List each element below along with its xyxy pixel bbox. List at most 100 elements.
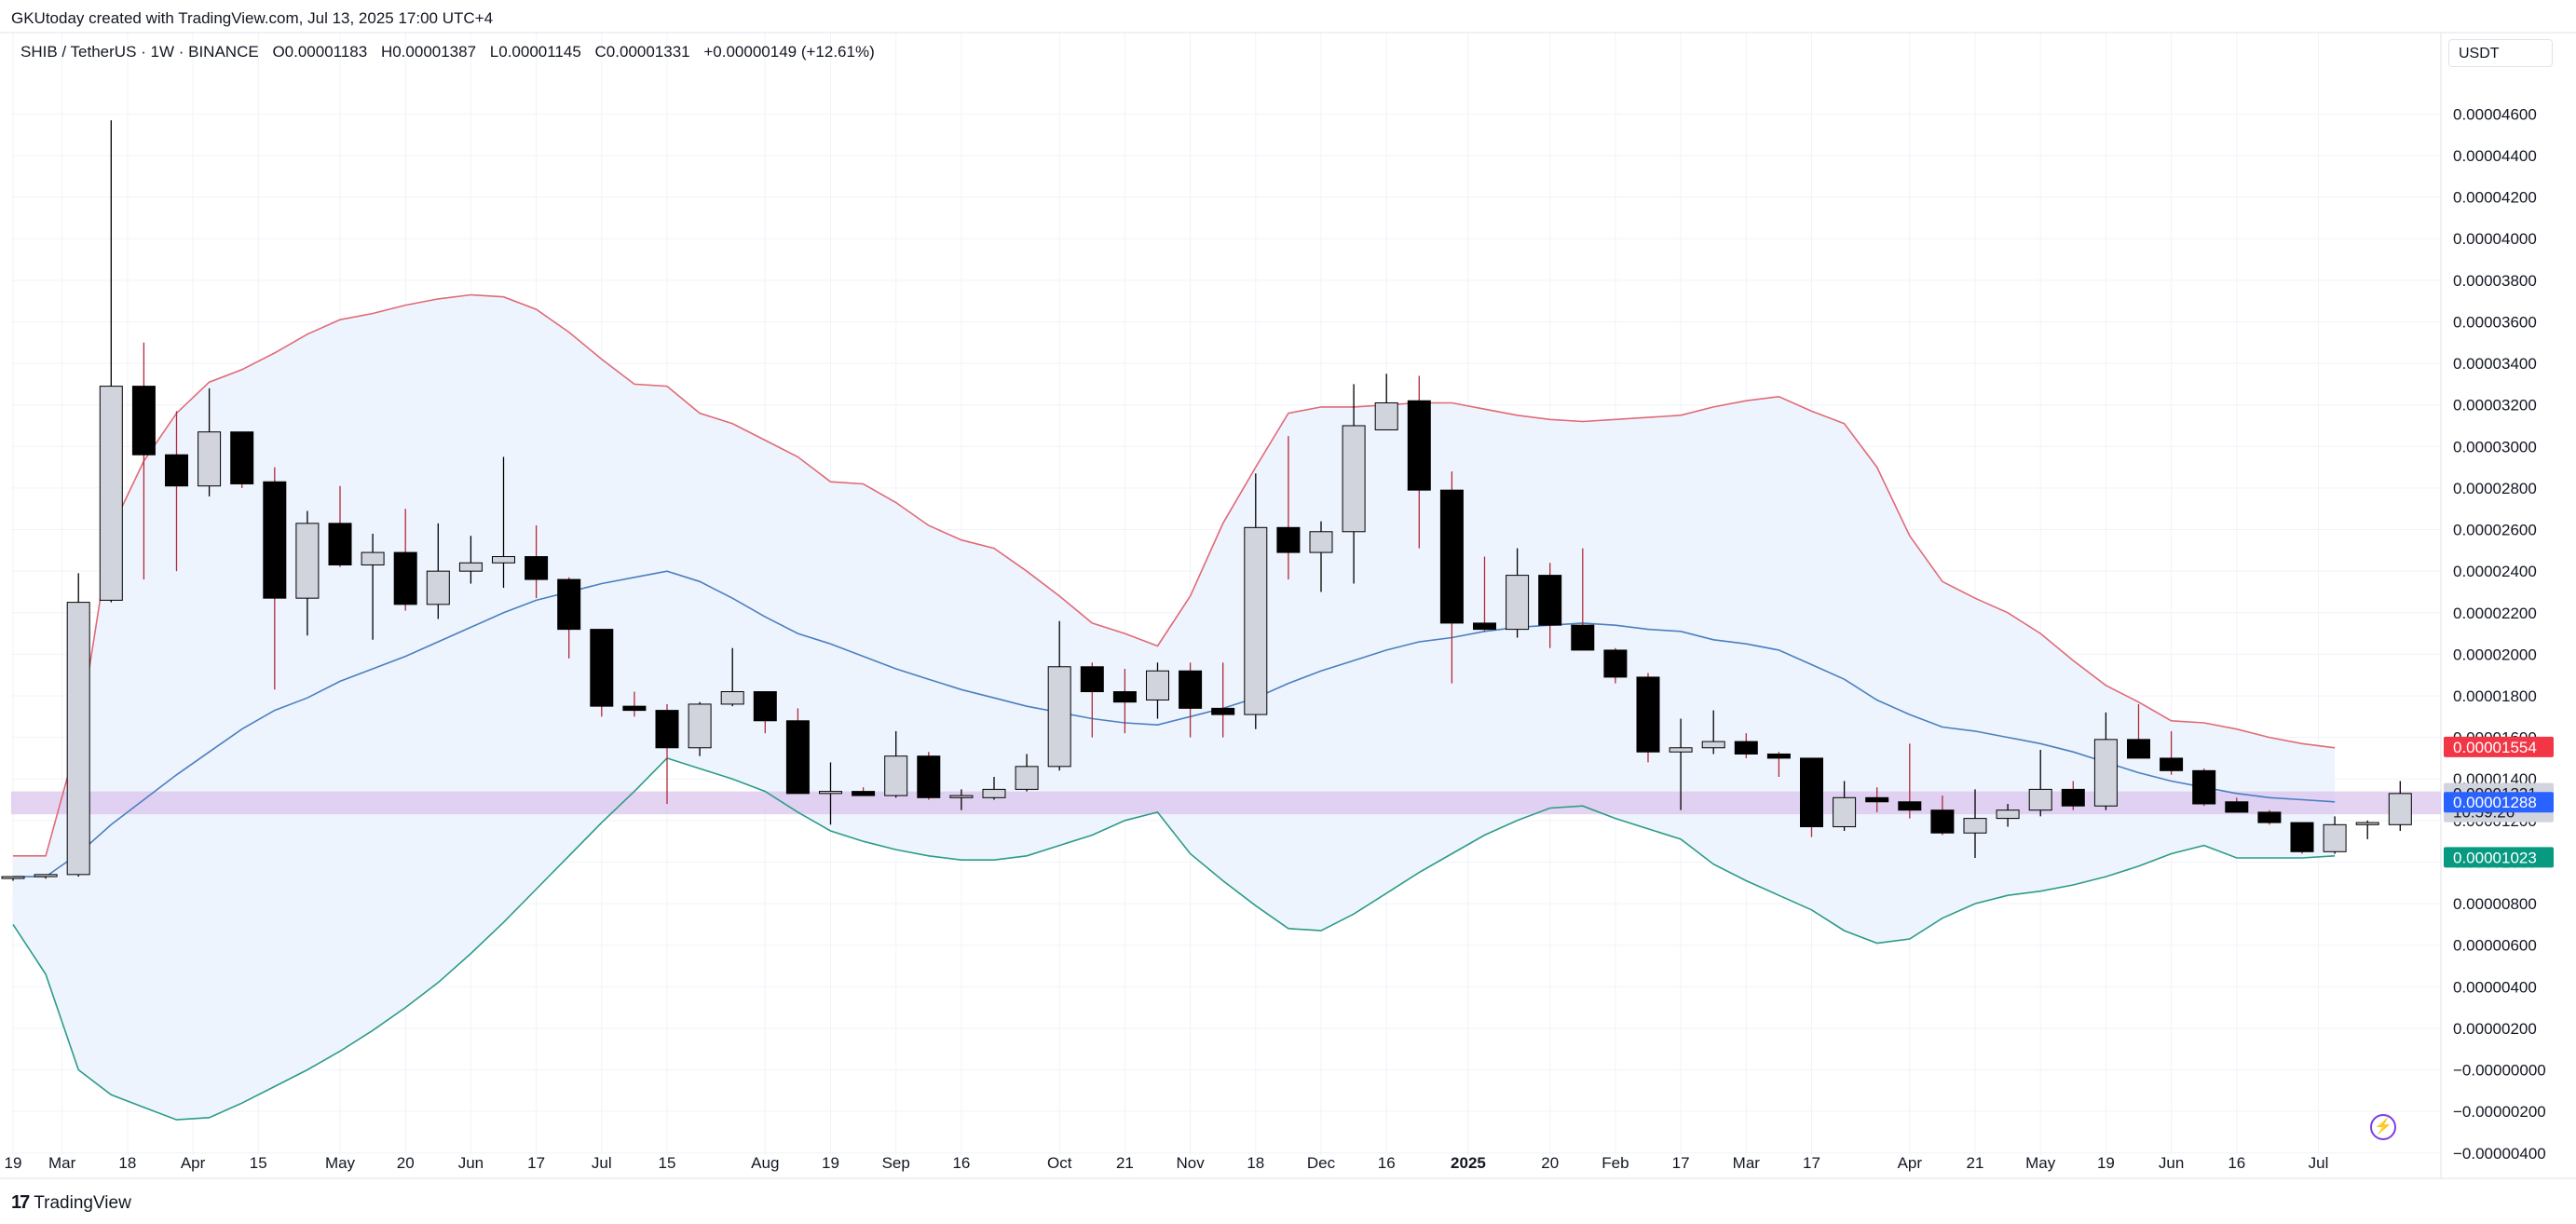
candle-body xyxy=(230,431,254,484)
candle-body xyxy=(263,481,287,599)
candle xyxy=(2127,703,2150,759)
candle-body xyxy=(1015,766,1039,790)
candle-body xyxy=(492,556,515,564)
middle-band-price-label-text: 0.00001288 xyxy=(2453,794,2537,811)
candles xyxy=(1,120,2412,881)
candle-body xyxy=(1833,796,1857,828)
price-tick-label: 0.00001800 xyxy=(2453,687,2537,705)
ohlc-close: C0.00001331 xyxy=(594,43,690,61)
candle xyxy=(1080,662,1104,738)
time-tick-label: 15 xyxy=(659,1154,676,1172)
candle xyxy=(1766,752,1791,777)
upper-band-price-label-bg xyxy=(2444,736,2554,757)
candle xyxy=(393,509,417,611)
candle-body xyxy=(1407,400,1431,491)
candle xyxy=(949,789,974,810)
candle xyxy=(1833,781,1857,831)
candle-body xyxy=(1080,666,1104,693)
time-tick-label: Apr xyxy=(1898,1154,1923,1172)
time-tick-label: Mar xyxy=(1733,1154,1761,1172)
time-tick-label: Apr xyxy=(181,1154,206,1172)
time-tick-label: May xyxy=(325,1154,356,1172)
price-tick-label: 0.00003400 xyxy=(2453,355,2537,373)
candle xyxy=(1015,754,1039,792)
candle-body xyxy=(2127,739,2150,759)
candle xyxy=(1636,673,1660,763)
time-tick-label: 21 xyxy=(1116,1154,1134,1172)
candle-body xyxy=(1734,741,1758,755)
lightning-icon[interactable]: ⚡ xyxy=(2370,1114,2396,1140)
bollinger-lower-line xyxy=(12,756,2336,1121)
candle xyxy=(1669,718,1693,810)
candle xyxy=(884,730,908,798)
time-tick-label: Aug xyxy=(751,1154,779,1172)
candle xyxy=(2225,797,2249,813)
candle xyxy=(1407,375,1431,549)
candle xyxy=(165,411,188,572)
price-tick-label: 0.00004200 xyxy=(2453,189,2537,207)
candle-body xyxy=(34,874,58,877)
price-tick-label: 0.00003800 xyxy=(2453,272,2537,290)
candle-body xyxy=(1309,531,1333,553)
time-tick-label: Jun xyxy=(458,1154,484,1172)
time-tick-label: Sep xyxy=(882,1154,910,1172)
candle xyxy=(1603,647,1628,684)
price-tick-label: 0.00003600 xyxy=(2453,313,2537,331)
candle-body xyxy=(2192,769,2216,805)
candle xyxy=(852,787,876,796)
candle-body xyxy=(785,720,810,795)
candle-body xyxy=(622,705,647,712)
price-tick-label: 0.00002800 xyxy=(2453,480,2537,497)
time-tick-label: 16 xyxy=(952,1154,970,1172)
candle-body xyxy=(949,795,974,798)
candle xyxy=(1734,733,1758,758)
price-tick-label: −0.00000400 xyxy=(2453,1145,2546,1163)
candle xyxy=(819,762,842,825)
time-tick-label: May xyxy=(2025,1154,2056,1172)
symbol-name[interactable]: SHIB / TetherUS · 1W · BINANCE xyxy=(20,43,259,61)
candle-body xyxy=(458,562,483,572)
candle-body xyxy=(66,602,90,876)
candle-body xyxy=(1342,425,1366,533)
upper-band-price-label: 0.00001554 xyxy=(2444,736,2554,757)
price-tick-label: −0.00000000 xyxy=(2453,1062,2546,1080)
candle xyxy=(753,691,777,734)
candle-body xyxy=(1244,526,1268,715)
candle xyxy=(295,510,320,636)
price-tick-label: 0.00000600 xyxy=(2453,937,2537,955)
candle xyxy=(426,523,450,619)
middle-band-price-label-bg xyxy=(2444,792,2554,813)
bollinger-middle-line xyxy=(13,570,2336,877)
candle-body xyxy=(1211,707,1235,715)
candle xyxy=(2323,816,2347,854)
candle xyxy=(1309,521,1333,592)
candle xyxy=(1506,548,1530,638)
candle xyxy=(2192,768,2216,807)
price-tick-label: 0.00002200 xyxy=(2453,605,2537,622)
candle-body xyxy=(1374,401,1398,430)
tradingview-brand[interactable]: 17 TradingView xyxy=(11,1192,131,1214)
candle-body xyxy=(1669,747,1693,753)
candle xyxy=(2290,822,2314,854)
ohlc-low: L0.00001145 xyxy=(489,43,581,61)
candle-body xyxy=(2061,788,2085,807)
candle-body xyxy=(688,703,712,749)
candle xyxy=(263,467,287,690)
candle xyxy=(131,342,156,580)
candle-body xyxy=(1701,741,1725,749)
currency-selector[interactable]: USDT xyxy=(2448,39,2553,67)
price-tick-label: 0.00000800 xyxy=(2453,895,2537,913)
candle-body xyxy=(2028,788,2052,811)
time-tick-label: Dec xyxy=(1307,1154,1336,1172)
price-tick-label: 0.00004400 xyxy=(2453,147,2537,165)
bollinger-band-fill xyxy=(13,294,2336,1121)
candle-body xyxy=(1506,575,1530,631)
candle xyxy=(688,701,712,756)
candle-body xyxy=(426,570,450,605)
candle-body xyxy=(99,386,123,601)
candle xyxy=(2355,820,2379,839)
candle-body xyxy=(131,386,156,456)
time-tick-label: 18 xyxy=(1247,1154,1264,1172)
candle xyxy=(1276,436,1301,580)
